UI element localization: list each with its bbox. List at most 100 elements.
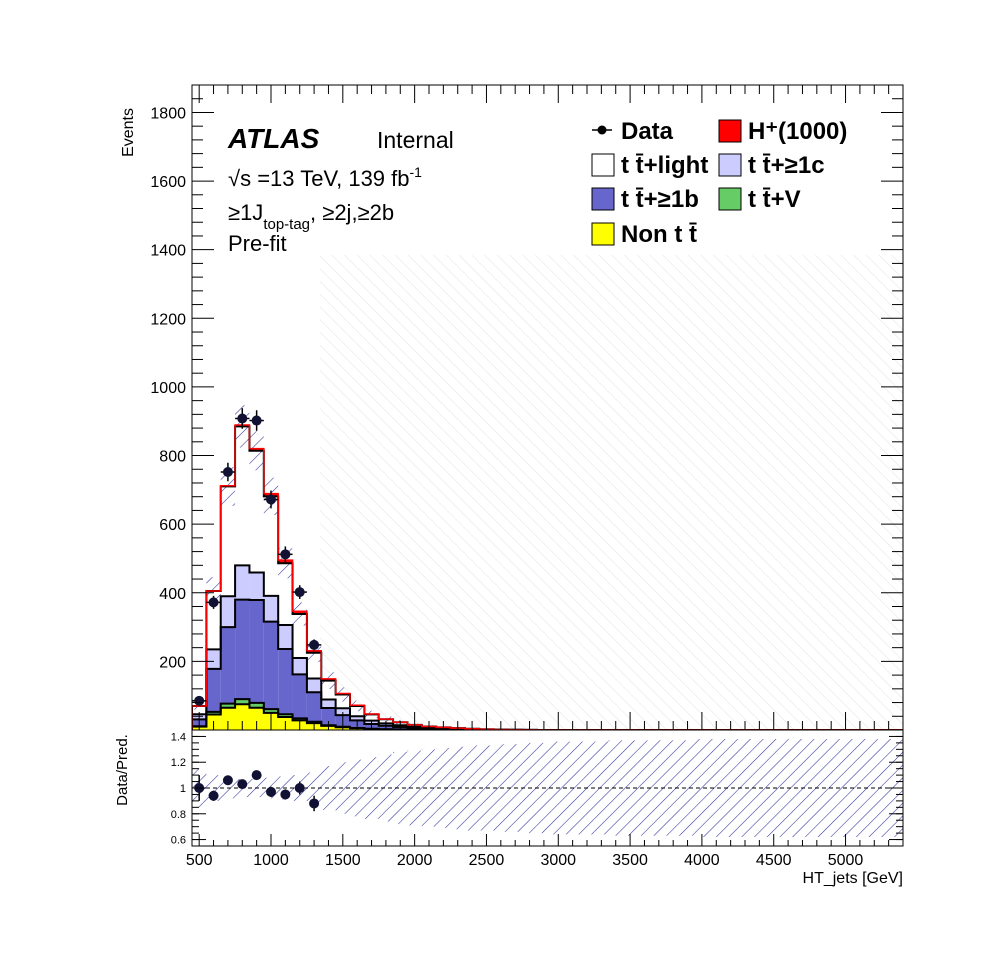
bar-t-t-1c-7 [293,658,307,674]
y-axis-title: Events [120,108,137,157]
data-marker-6 [280,549,290,559]
ratio-y-tick-label-1.4: 1.4 [171,731,186,743]
x-tick-label-2500: 2500 [469,852,505,869]
x-tick-label-5000: 5000 [828,852,864,869]
legend-label-nontt: Non t t̄ [621,221,697,248]
y-tick-label-1200: 1200 [150,311,186,328]
legend-label-ttv: t t̄+V [748,186,801,213]
sqrt-s: √s [228,166,251,191]
bar-t-t-1b-2 [221,627,235,704]
ratio-marker-5 [266,787,276,797]
energy-text: =13 TeV, 139 fb [251,166,409,191]
legend-label-tt1b: t t̄+≥1b [621,186,699,213]
ratio-y-tick-label-1.2: 1.2 [171,757,186,769]
ratio-y-tick-label-1: 1 [180,783,186,795]
x-tick-label-3500: 3500 [612,852,648,869]
ratio-point-4 [252,770,262,780]
selection-suffix: , ≥2j,≥2b [310,200,394,225]
selection-label: ≥1Jtop-tag, ≥2j,≥2b [228,200,394,233]
legend-label-hplus: H⁺(1000) [748,118,847,145]
bar-t-t-1b-1 [206,669,220,712]
bar-t-t-1c-2 [221,596,235,627]
legend-entry-tt1c: t t̄+≥1c [719,152,825,179]
ratio-point-3 [237,779,247,789]
y-tick-label-200: 200 [159,654,186,671]
legend-swatch-ttlight [592,154,614,176]
legend-marker-data [598,126,607,135]
ratio-marker-6 [280,789,290,799]
x-tick-label-4500: 4500 [756,852,792,869]
ratio-point-2 [223,775,233,785]
y-tick-label-1600: 1600 [150,174,186,191]
legend-entry-ttlight: t t̄+light [592,152,708,179]
selection-prefix: ≥1J [228,200,263,225]
legend-swatch-tt1b [592,188,614,210]
bar-t-t-1c-6 [278,625,292,649]
data-marker-1 [209,597,219,607]
legend-entry-nontt: Non t t̄ [592,221,697,248]
x-tick-label-3000: 3000 [540,852,576,869]
bar-t-t-1b-3 [235,600,249,699]
legend: Data H⁺(1000) t t̄+light t t̄+≥1c t t̄+≥… [592,118,847,248]
x-axis-title: HT_jets [GeV] [803,870,903,887]
legend-swatch-tt1c [719,154,741,176]
data-marker-0 [194,696,204,706]
y-tick-label-800: 800 [159,449,186,466]
x-tick-label-1500: 1500 [325,852,361,869]
fit-stage-label: Pre-fit [228,231,287,256]
ratio-marker-3 [237,779,247,789]
data-marker-2 [223,467,233,477]
background-hatch [320,255,903,730]
internal-text: Internal [377,127,454,153]
ratio-axis-title: Data/Pred. [114,734,131,806]
ratio-y-tick-label-0.6: 0.6 [171,835,186,847]
y-tick-label-600: 600 [159,517,186,534]
y-tick-label-1800: 1800 [150,105,186,122]
bar-t-t-1c-4 [249,573,263,600]
x-tick-label-500: 500 [186,852,213,869]
data-point-4 [249,410,263,431]
bar-t-t-1b-5 [264,622,278,709]
x-tick-label-4000: 4000 [684,852,720,869]
data-marker-5 [266,494,276,504]
data-point-7 [293,585,307,599]
data-marker-7 [295,587,305,597]
data-marker-8 [309,640,319,650]
ratio-marker-8 [309,798,319,808]
bar-t-t-1c-8 [307,679,321,693]
atlas-label: ATLAS Internal [227,123,454,154]
legend-swatch-ttv [719,188,741,210]
bar-t-t-1b-4 [249,600,263,703]
data-marker-3 [237,413,247,423]
energy-lumi-label: √s =13 TeV, 139 fb-1 [228,164,422,191]
legend-swatch-nontt [592,223,614,245]
bar-t-t-1c-3 [235,565,249,599]
bar-t-t-1b-6 [278,649,292,714]
bar-t-t-1c-1 [206,649,220,669]
x-tick-label-2000: 2000 [397,852,433,869]
lumi-exponent: -1 [410,164,423,180]
y-tick-label-1400: 1400 [150,243,186,260]
legend-label-data: Data [621,118,674,145]
legend-entry-ttv: t t̄+V [719,186,801,213]
ratio-marker-2 [223,775,233,785]
bar-t-t-1b-7 [293,674,307,718]
atlas-text: ATLAS [227,123,320,154]
ratio-marker-1 [209,791,219,801]
legend-entry-hplus: H⁺(1000) [719,118,847,145]
ratio-marker-7 [295,783,305,793]
bar-t-t-1c-5 [264,596,278,622]
legend-entry-data: Data [592,118,674,145]
y-tick-label-1000: 1000 [150,380,186,397]
x-tick-label-1000: 1000 [253,852,289,869]
legend-entry-tt1b: t t̄+≥1b [592,186,699,213]
legend-swatch-hplus [719,120,741,142]
ratio-marker-4 [252,770,262,780]
data-marker-4 [252,416,262,426]
ratio-y-tick-label-0.8: 0.8 [171,809,186,821]
legend-label-tt1c: t t̄+≥1c [748,152,825,179]
legend-label-ttlight: t t̄+light [621,152,708,179]
bar-t-t-1c-9 [321,699,335,708]
